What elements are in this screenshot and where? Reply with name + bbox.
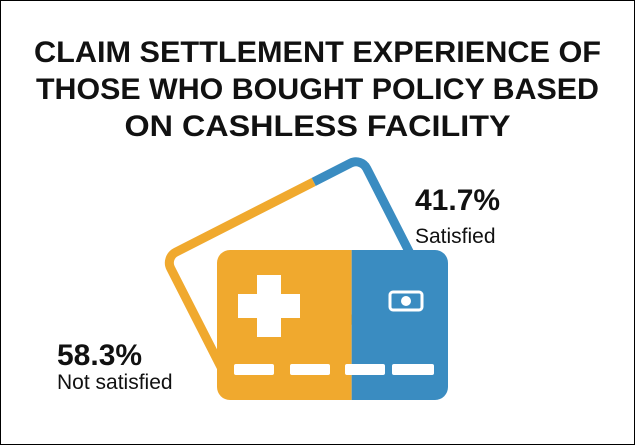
chip-icon	[388, 290, 424, 312]
card-graphic	[164, 157, 448, 400]
title-line: THOSE WHO BOUGHT POLICY BASED	[36, 73, 599, 106]
value-label: 58.3%	[57, 339, 142, 372]
card-dash	[345, 364, 385, 375]
chart-title: CLAIM SETTLEMENT EXPERIENCE OF THOSE WHO …	[34, 36, 601, 143]
labels: 58.3%Not satisfied 41.7% Satisfied	[57, 184, 500, 394]
plus-icon	[238, 275, 300, 337]
category-label: Not satisfied	[57, 371, 173, 394]
card-dash	[290, 364, 330, 375]
card-segment	[351, 250, 448, 400]
card-dash	[392, 364, 434, 375]
title-line: ON CASHLESS FACILITY	[125, 110, 511, 143]
category-label: Satisfied	[415, 225, 496, 248]
card-segment	[217, 250, 352, 400]
value-label: 41.7%	[415, 184, 500, 217]
card-dash	[234, 364, 274, 375]
chip-dot	[401, 296, 411, 306]
title-line: CLAIM SETTLEMENT EXPERIENCE OF	[34, 36, 601, 69]
